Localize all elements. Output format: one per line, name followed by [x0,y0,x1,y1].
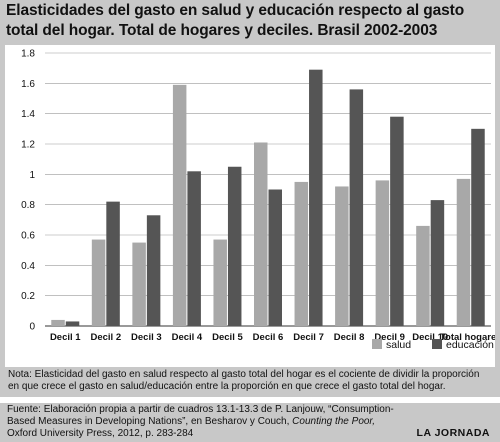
y-tick-label: 0.8 [21,200,35,211]
title-line-2: total del hogar. Total de hogares y deci… [6,22,438,39]
bar-salud [91,239,106,326]
bar-chart: 0 0.2 0.4 0.6 0.8 1 1.2 1.4 1.6 1.8 Decil 1 Decil 2… [21,49,495,352]
y-tick-label: 0.2 [21,291,35,302]
source-tail: Oxford University Press, 2012, p. 283-28… [7,428,194,439]
y-tick-label: 1.6 [21,79,35,90]
bar-educacion [390,116,404,326]
bar-salud [335,186,349,326]
bar-educacion [349,89,364,327]
bar-salud [294,181,309,326]
x-tick-label: Decil 6 [253,332,284,343]
bar-educacion [146,215,161,326]
legend-swatch-salud [372,339,382,349]
legend-label-salud: salud [386,339,411,351]
chart-note: Nota: Elasticidad del gasto en salud res… [8,369,480,392]
x-tick-label: Total hogares [440,332,495,343]
x-tick-label: Decil 4 [172,332,203,343]
bar-salud [172,84,187,326]
bar-educacion [268,189,282,326]
bar-salud [213,239,227,326]
bar-salud [375,180,390,326]
title-line-1: Elasticidades del gasto en salud y educa… [6,2,465,19]
y-tick-label: 0.6 [21,231,35,242]
bar-educacion [227,166,242,326]
y-tick-label: 1.4 [21,109,35,120]
x-tick-label: Decil 5 [212,332,243,343]
bar-salud [132,242,146,326]
bar-salud [51,319,65,326]
bar-educacion [430,200,445,326]
y-tick-label: 0.4 [21,261,35,272]
x-tick-label: Decil 7 [293,332,324,343]
bar-educacion [106,201,120,326]
x-tick-label: Decil 1 [50,332,81,343]
bar-salud [416,225,430,326]
bar-salud [456,178,471,326]
legend-label-educacion: educación [446,339,494,351]
y-tick-label: 1.8 [21,49,35,60]
plot-area: 0 0.2 0.4 0.6 0.8 1 1.2 1.4 1.6 1.8 Decil 1 Decil 2… [5,45,495,367]
source-text: Fuente: Elaboración propia a partir de c… [7,404,394,427]
y-tick-label: 1 [29,170,35,181]
x-tick-label: Decil 8 [334,332,365,343]
bar-educacion [65,321,80,326]
source-book-title: Counting the Poor, [292,416,375,427]
bar-educacion [309,69,323,326]
x-tick-label: Decil 9 [374,332,405,343]
bar-educacion [471,128,485,326]
bar-salud [254,142,268,326]
legend-swatch-educacion [432,339,442,349]
y-tick-label: 1.2 [21,140,35,151]
x-tick-label: Decil 2 [90,332,121,343]
x-tick-label: Decil 3 [131,332,162,343]
y-tick-label: 0 [29,322,35,333]
source-citation: Fuente: Elaboración propia a partir de c… [7,404,407,440]
bar-educacion [187,171,201,326]
brand-logo: LA JORNADA [416,427,490,439]
divider [0,397,500,403]
x-tick-label: Decil 10 [412,332,448,343]
chart-title: Elasticidades del gasto en salud y educa… [6,1,496,41]
